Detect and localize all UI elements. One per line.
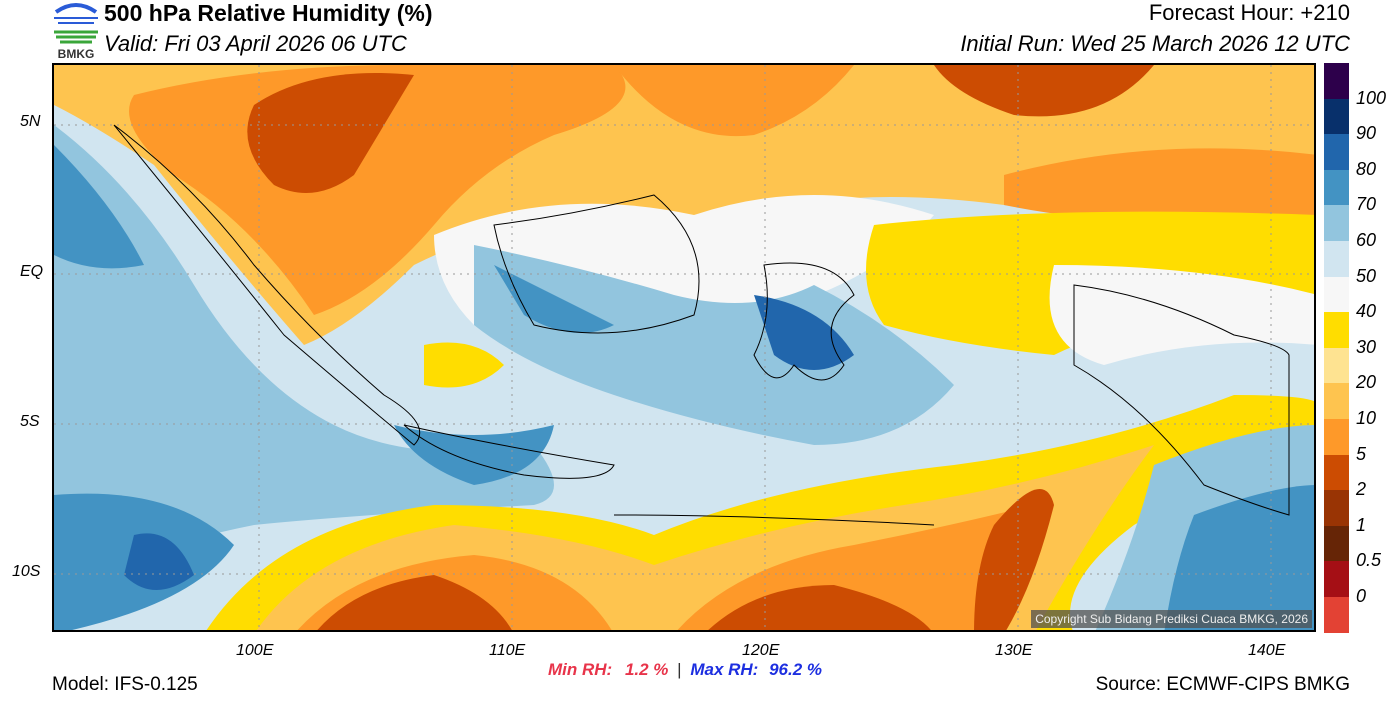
svg-text:BMKG: BMKG bbox=[58, 47, 95, 60]
colorbar-swatch bbox=[1324, 98, 1349, 135]
lat-label: 10S bbox=[12, 563, 41, 580]
colorbar-label: 2 bbox=[1356, 479, 1367, 500]
colorbar-swatch bbox=[1324, 561, 1349, 597]
colorbar-label: 20 bbox=[1356, 372, 1377, 393]
min-rh-label: Min RH: bbox=[548, 660, 613, 679]
map-title: 500 hPa Relative Humidity (%) bbox=[104, 0, 433, 26]
colorbar-label: 90 bbox=[1356, 123, 1377, 144]
colorbar-swatch bbox=[1324, 347, 1349, 384]
colorbar-swatch bbox=[1324, 134, 1349, 170]
lon-label: 140E bbox=[1248, 642, 1286, 659]
model-name: Model: IFS-0.125 bbox=[52, 674, 198, 695]
colorbar-label: 100 bbox=[1356, 87, 1387, 108]
initial-run: Initial Run: Wed 25 March 2026 12 UTC bbox=[960, 31, 1350, 56]
max-rh-value: 96.2 % bbox=[769, 660, 823, 679]
max-rh-label: Max RH: bbox=[690, 660, 759, 679]
min-max-rh: Min RH: 1.2 % | Max RH: 96.2 % bbox=[548, 660, 822, 680]
colorbar-label: 50 bbox=[1356, 265, 1377, 286]
colorbar-swatch bbox=[1324, 312, 1349, 348]
humidity-field bbox=[54, 65, 1314, 630]
colorbar-label: 40 bbox=[1356, 301, 1377, 322]
colorbar-swatch bbox=[1324, 205, 1349, 241]
lat-label: 5S bbox=[20, 413, 40, 430]
lat-label: EQ bbox=[20, 263, 44, 280]
colorbar-swatch bbox=[1324, 596, 1349, 633]
colorbar-label: 80 bbox=[1356, 158, 1377, 179]
colorbar-swatch bbox=[1324, 525, 1349, 562]
colorbar-label: 30 bbox=[1356, 336, 1377, 357]
colorbar-swatch bbox=[1324, 169, 1349, 206]
separator: | bbox=[677, 660, 682, 679]
colorbar bbox=[1324, 63, 1349, 633]
colorbar-swatch bbox=[1324, 63, 1349, 99]
bmkg-logo: BMKG bbox=[52, 2, 100, 61]
colorbar-label: 0 bbox=[1356, 586, 1367, 606]
lat-label: 5N bbox=[20, 113, 41, 130]
lon-label: 130E bbox=[995, 642, 1033, 659]
copyright-notice: Copyright Sub Bidang Prediksi Cuaca BMKG… bbox=[1031, 610, 1312, 628]
colorbar-swatch bbox=[1324, 490, 1349, 526]
colorbar-label: 1 bbox=[1356, 514, 1367, 535]
lon-label: 120E bbox=[742, 642, 780, 659]
colorbar-label: 10 bbox=[1356, 408, 1377, 428]
colorbar-label: 5 bbox=[1356, 443, 1367, 464]
colorbar-swatch bbox=[1324, 276, 1349, 313]
colorbar-label: 0.5 bbox=[1356, 550, 1382, 571]
colorbar-label: 70 bbox=[1356, 194, 1377, 215]
lon-label: 100E bbox=[236, 642, 274, 659]
colorbar-swatch bbox=[1324, 240, 1349, 277]
colorbar-label: 60 bbox=[1356, 230, 1377, 250]
colorbar-swatch bbox=[1324, 418, 1349, 455]
lon-label: 110E bbox=[489, 642, 526, 659]
forecast-hour: Forecast Hour: +210 bbox=[1148, 0, 1350, 25]
colorbar-swatch bbox=[1324, 383, 1349, 419]
humidity-map: Copyright Sub Bidang Prediksi Cuaca BMKG… bbox=[52, 63, 1316, 632]
colorbar-swatch bbox=[1324, 454, 1349, 491]
min-rh-value: 1.2 % bbox=[624, 660, 669, 679]
valid-time: Valid: Fri 03 April 2026 06 UTC bbox=[104, 31, 407, 56]
data-source: Source: ECMWF-CIPS BMKG bbox=[1095, 674, 1350, 695]
